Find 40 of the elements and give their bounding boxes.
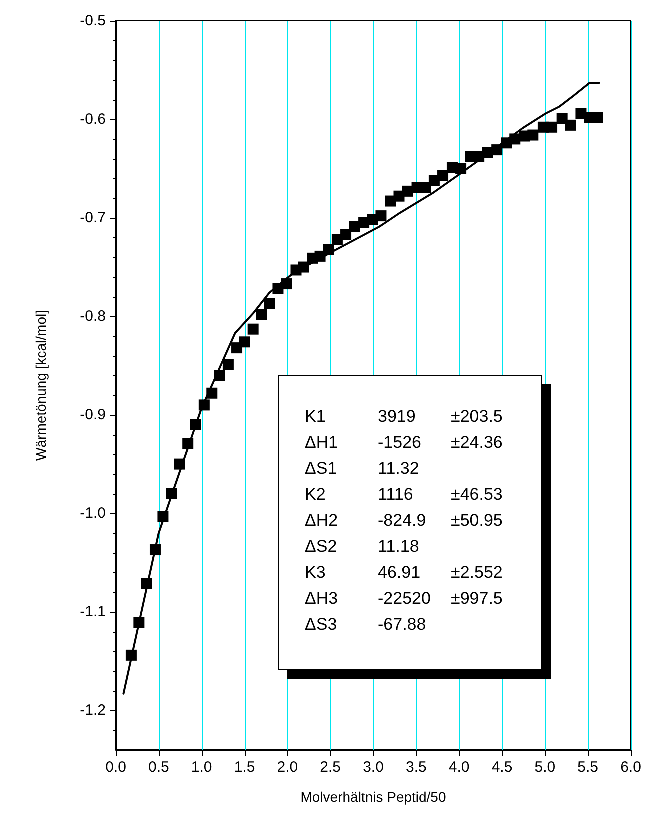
x-tick-label: 4.5 <box>492 759 513 776</box>
point <box>239 336 250 348</box>
point <box>528 130 539 141</box>
point <box>592 112 604 124</box>
x-axis-title: Molverhältnis Peptid/50 <box>300 789 446 805</box>
point <box>438 170 449 182</box>
point <box>385 196 396 207</box>
x-tick-label: 0.0 <box>106 759 126 776</box>
x-tick-label: 2.0 <box>277 759 298 776</box>
x-tick-label: 1.0 <box>191 759 212 776</box>
line-series <box>122 82 600 695</box>
x-tick-label: 6.0 <box>620 759 642 776</box>
point <box>256 309 268 320</box>
y-tick-label: -0.9 <box>80 406 106 424</box>
y-axis-title: Wärmetönung [kcal/mol] <box>33 310 49 461</box>
point <box>556 113 568 124</box>
x-tick-label: 2.5 <box>320 759 342 776</box>
x-tick-label: 5.5 <box>578 759 599 776</box>
x-tick-label: 3.0 <box>363 759 384 776</box>
y-tick-label: -0.6 <box>80 111 106 128</box>
y-tick-label: -1.0 <box>80 505 106 522</box>
point <box>248 324 259 335</box>
point <box>222 359 234 370</box>
point <box>349 221 360 232</box>
y-tick-label: -1.2 <box>80 702 106 720</box>
point <box>402 186 414 197</box>
point <box>376 210 387 222</box>
point <box>546 122 558 133</box>
y-tick-label: -0.5 <box>80 12 106 30</box>
point <box>565 120 576 131</box>
y-tick-label: -1.1 <box>80 604 106 621</box>
point <box>340 229 352 240</box>
x-tick-label: 5.0 <box>534 759 556 776</box>
x-tick-label: 4.0 <box>448 759 470 776</box>
y-tick-label: -0.8 <box>80 308 106 326</box>
x-tick-label: 3.5 <box>406 759 427 776</box>
y-tick-label: -0.7 <box>80 210 106 227</box>
x-tick-label: 1.5 <box>234 759 256 776</box>
x-tick-label: 0.5 <box>148 759 170 776</box>
point <box>264 298 276 310</box>
